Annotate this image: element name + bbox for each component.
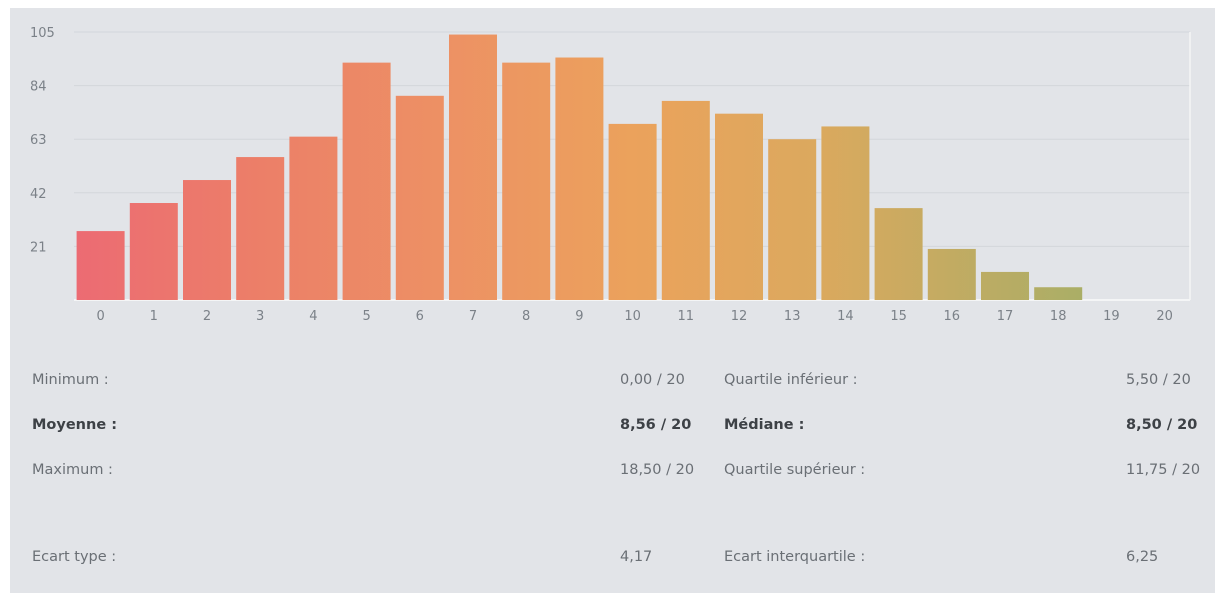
bar-7[interactable] [449, 34, 497, 301]
x-tick-label: 8 [522, 309, 530, 324]
bar-4[interactable] [289, 136, 338, 300]
bar-14[interactable] [821, 126, 870, 300]
x-tick-label: 6 [416, 309, 424, 324]
x-tick-label: 9 [575, 309, 583, 324]
x-tick-label: 10 [624, 309, 641, 324]
x-tick-label: 13 [784, 309, 801, 324]
mean-value: 8,56 / 20 [620, 417, 692, 433]
x-tick-label: 7 [469, 309, 477, 324]
x-axis-ticks: 0 1 2 3 4 5 6 7 8 9 10 11 12 13 14 15 16 17 18 19 20 [96, 309, 1172, 324]
median-value: 8,50 / 20 [1126, 417, 1198, 433]
median-label: Médiane : [724, 417, 805, 433]
bar-17[interactable] [981, 271, 1029, 300]
minimum-label: Minimum : [32, 372, 109, 388]
iqr-label: Ecart interquartile : [724, 549, 866, 565]
x-tick-label: 17 [997, 309, 1014, 324]
y-tick-label: 105 [30, 26, 55, 41]
x-tick-label: 2 [203, 309, 211, 324]
x-tick-label: 12 [731, 309, 748, 324]
x-tick-label: 4 [309, 309, 317, 324]
x-tick-label: 5 [362, 309, 370, 324]
bar-6[interactable] [395, 95, 444, 300]
bar-5[interactable] [342, 62, 391, 300]
iqr-value: 6,25 [1126, 549, 1159, 565]
x-tick-label: 16 [944, 309, 961, 324]
bar-10[interactable] [608, 123, 657, 300]
x-tick-label: 0 [96, 309, 104, 324]
bar-8[interactable] [502, 62, 551, 300]
bar-11[interactable] [661, 100, 710, 301]
std-dev-value: 4,17 [620, 549, 653, 565]
bar-12[interactable] [715, 113, 763, 300]
bar-16[interactable] [927, 248, 976, 300]
bar-1[interactable] [129, 203, 178, 300]
x-tick-label: 3 [256, 309, 264, 324]
x-tick-label: 18 [1050, 309, 1067, 324]
x-tick-label: 19 [1103, 309, 1120, 324]
upper-quartile-value: 11,75 / 20 [1126, 462, 1201, 478]
y-tick-label: 63 [30, 133, 47, 148]
bar-9[interactable] [555, 57, 604, 301]
lower-quartile-value: 5,50 / 20 [1126, 372, 1191, 388]
bar-15[interactable] [874, 208, 923, 300]
lower-quartile-label: Quartile inférieur : [724, 372, 858, 388]
bar-18[interactable] [1034, 287, 1083, 300]
bars [76, 34, 1083, 301]
bar-0[interactable] [76, 231, 125, 300]
std-dev-label: Ecart type : [32, 549, 117, 565]
x-tick-label: 14 [837, 309, 854, 324]
minimum-value: 0,00 / 20 [620, 372, 685, 388]
x-tick-label: 11 [678, 309, 695, 324]
x-tick-label: 20 [1156, 309, 1173, 324]
maximum-label: Maximum : [32, 462, 113, 478]
mean-label: Moyenne : [32, 417, 118, 433]
y-axis-ticks: 21 42 63 84 105 [30, 26, 55, 255]
x-tick-label: 15 [890, 309, 907, 324]
x-tick-label: 1 [150, 309, 158, 324]
upper-quartile-label: Quartile supérieur : [724, 462, 866, 478]
maximum-value: 18,50 / 20 [620, 462, 695, 478]
bar-2[interactable] [183, 180, 231, 300]
y-tick-label: 21 [30, 240, 47, 255]
y-tick-label: 84 [30, 80, 47, 95]
grade-distribution-panel: 21 42 63 84 105 0 1 2 3 4 5 6 7 8 9 10 11 12 13 14 15 16 17 18… [10, 8, 1215, 593]
bar-3[interactable] [236, 157, 285, 300]
y-tick-label: 42 [30, 187, 47, 202]
bar-13[interactable] [768, 139, 817, 300]
